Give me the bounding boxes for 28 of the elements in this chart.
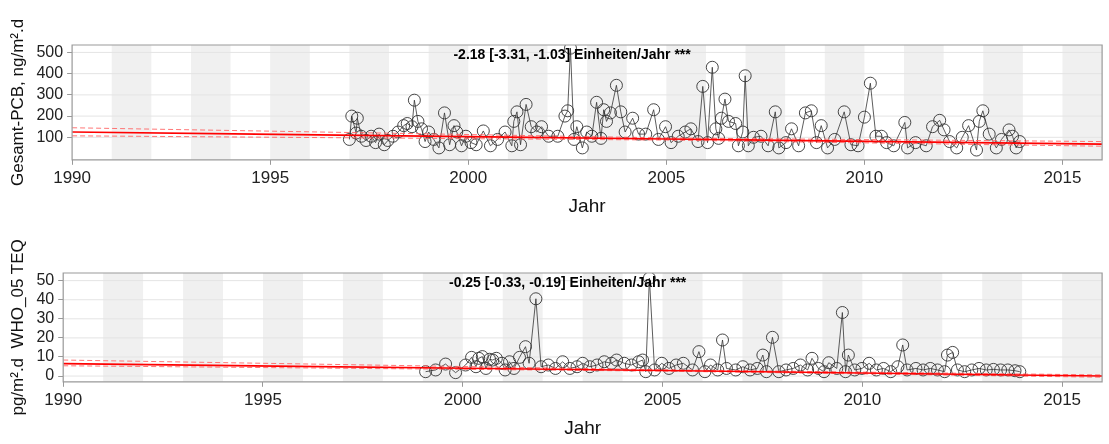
x-tick-label: 1990: [53, 167, 92, 187]
y-tick-label: 20: [36, 328, 55, 346]
x-tick-label: 2005: [643, 389, 682, 409]
y-tick-label: 0: [45, 366, 55, 384]
y-axis-title: Gesamt-PCB, ng/m².d: [7, 18, 27, 187]
x-tick-label: 1995: [251, 167, 290, 187]
y-axis-title: pg/m².d WHO_05 TEQ: [7, 239, 27, 416]
x-tick-label: 2010: [843, 389, 882, 409]
y-tick-label: 40: [36, 290, 55, 308]
y-tick-label: 200: [36, 106, 64, 124]
y-tick-label: 500: [36, 42, 64, 60]
x-tick-label: 1995: [244, 389, 282, 409]
x-tick-label: 2010: [845, 167, 884, 187]
y-tick-label: 10: [36, 347, 55, 365]
y-tick-label: 400: [36, 64, 64, 82]
x-tick-label: 2000: [449, 167, 488, 187]
y-tick-label: 50: [36, 271, 55, 289]
y-tick-label: 30: [36, 309, 55, 327]
x-tick-label: 1990: [44, 389, 83, 409]
y-tick-label: 100: [36, 127, 64, 145]
x-tick-label: 2015: [1043, 389, 1082, 409]
x-axis-title: Jahr: [564, 416, 602, 438]
x-tick-label: 2005: [647, 167, 686, 187]
x-tick-label: 2000: [443, 389, 482, 409]
y-tick-label: 300: [36, 85, 64, 103]
x-axis-title: Jahr: [568, 194, 607, 216]
annotation: -2.18 [-3.31, -1.03] Einheiten/Jahr ***: [453, 45, 692, 62]
x-tick-label: 2015: [1043, 167, 1082, 187]
